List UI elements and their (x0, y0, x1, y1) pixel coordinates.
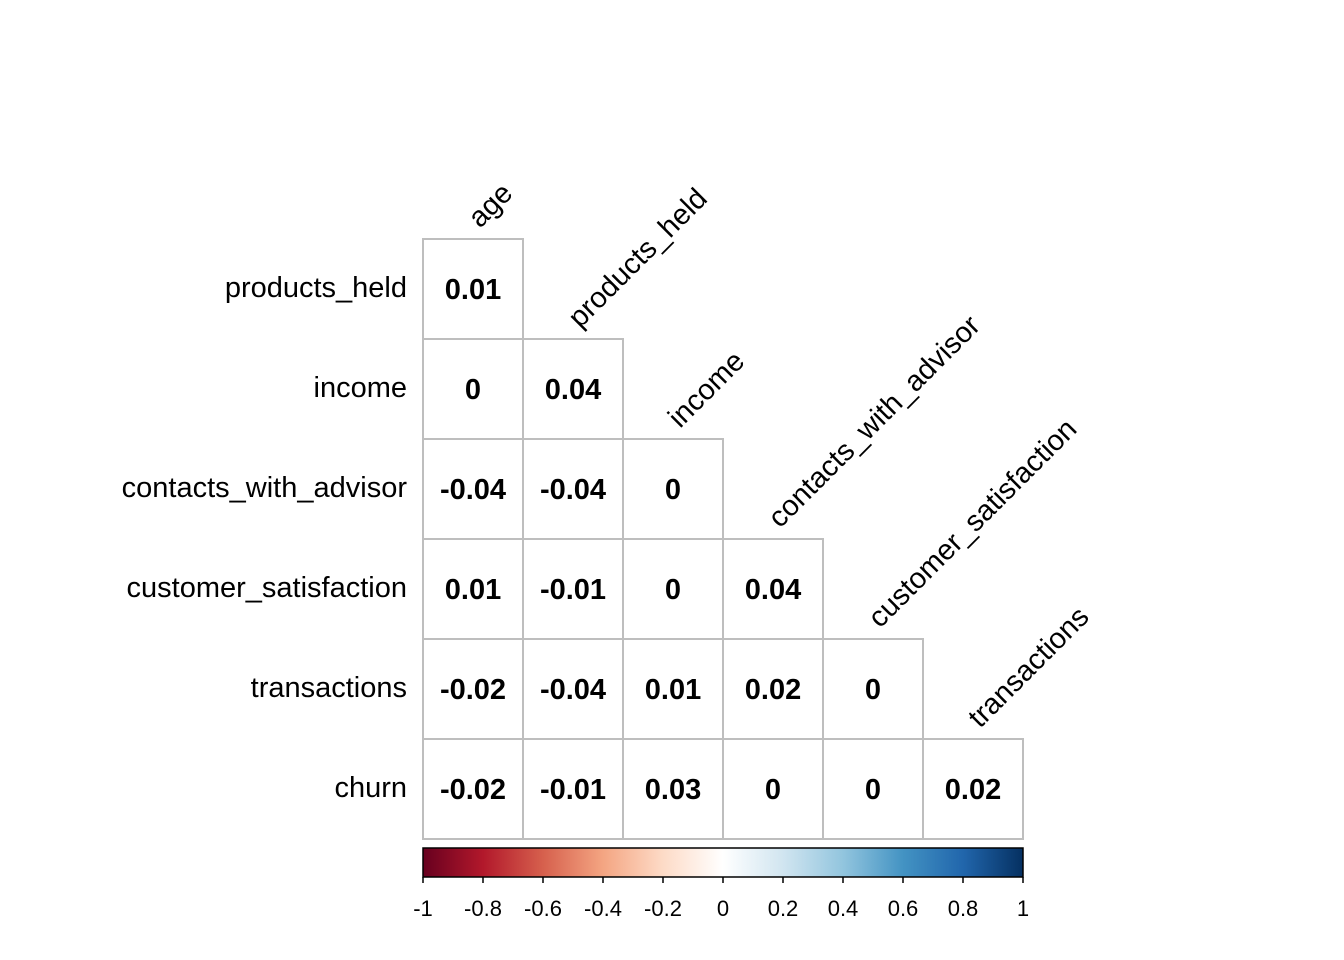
column-label-age: age (462, 177, 519, 234)
cell-income-age (422, 338, 524, 440)
cell-value-contacts-with-advisor-income: 0 (665, 474, 681, 506)
colorbar: -1 -0.8 -0.6 -0.4 -0.2 0 0.2 0.4 0.6 0.8 1 (413, 847, 1029, 921)
cell-value-products-held-age: 0.01 (445, 274, 501, 306)
column-label-income: income (662, 345, 751, 434)
row-label-income: income (314, 372, 408, 404)
row-label-churn: churn (334, 772, 407, 804)
colorbar-tick-label: -0.8 (464, 896, 502, 921)
colorbar-tick-label: -0.4 (584, 896, 622, 921)
cell-value-transactions-products-held: -0.04 (540, 674, 606, 706)
cell-churn-income (622, 738, 724, 840)
cell-value-customer-satisfaction-age: 0.01 (445, 574, 501, 606)
row-label-customer-satisfaction: customer_satisfaction (127, 572, 407, 604)
colorbar-tick-label: 0.6 (888, 896, 919, 921)
cell-churn-transactions (922, 738, 1024, 840)
cell-value-income-age: 0 (465, 374, 481, 406)
cell-value-contacts-with-advisor-products-held: -0.04 (540, 474, 606, 506)
cell-value-customer-satisfaction-income: 0 (665, 574, 681, 606)
cell-value-transactions-contacts-with-advisor: 0.02 (745, 674, 801, 706)
column-label-contacts-with-advisor: contacts_with_advisor (762, 309, 987, 534)
colorbar-tick-label: -0.6 (524, 896, 562, 921)
column-label-products-held: products_held (562, 182, 713, 333)
cell-customer-satisfaction-contacts-with-advisor (722, 538, 824, 640)
colorbar-tick-label: 0.8 (948, 896, 979, 921)
row-label-contacts-with-advisor: contacts_with_advisor (122, 472, 408, 504)
colorbar-tick-label: 1 (1017, 896, 1029, 921)
colorbar-tick-label: 0.4 (828, 896, 859, 921)
cell-value-churn-products-held: -0.01 (540, 774, 606, 806)
cell-churn-products-held (522, 738, 624, 840)
cell-customer-satisfaction-products-held (522, 538, 624, 640)
cell-churn-customer-satisfaction (822, 738, 924, 840)
cell-churn-age (422, 738, 524, 840)
cell-value-income-products-held: 0.04 (545, 374, 601, 406)
cell-value-churn-customer-satisfaction: 0 (865, 774, 881, 806)
cell-transactions-contacts-with-advisor (722, 638, 824, 740)
cell-contacts-with-advisor-income (622, 438, 724, 540)
cell-value-churn-income: 0.03 (645, 774, 701, 806)
colorbar-tick-label: -0.2 (644, 896, 682, 921)
cell-products-held-age (422, 238, 524, 340)
cell-value-churn-age: -0.02 (440, 774, 506, 806)
cell-value-transactions-customer-satisfaction: 0 (865, 674, 881, 706)
cell-value-transactions-income: 0.01 (645, 674, 701, 706)
column-label-transactions: transactions (962, 601, 1095, 734)
cell-transactions-products-held (522, 638, 624, 740)
colorbar-tick-label: -1 (413, 896, 433, 921)
cell-value-transactions-age: -0.02 (440, 674, 506, 706)
cell-churn-contacts-with-advisor (722, 738, 824, 840)
colorbar-gradient (422, 847, 1024, 878)
cell-value-churn-contacts-with-advisor: 0 (765, 774, 781, 806)
cell-value-customer-satisfaction-products-held: -0.01 (540, 574, 606, 606)
colorbar-tick-label: 0.2 (768, 896, 799, 921)
row-label-products-held: products_held (225, 272, 407, 304)
column-label-customer-satisfaction: customer_satisfaction (862, 413, 1083, 634)
cell-value-churn-transactions: 0.02 (945, 774, 1001, 806)
cell-value-customer-satisfaction-contacts-with-advisor: 0.04 (745, 574, 801, 606)
colorbar-tick-label: 0 (717, 896, 729, 921)
cell-value-contacts-with-advisor-age: -0.04 (440, 474, 506, 506)
heatmap-cells: 0.01 0 0.04 -0.04 -0.04 0 0.01 -0.01 0 0.04 -0.02 -… (422, 238, 1024, 840)
cell-income-products-held (522, 338, 624, 440)
row-label-transactions: transactions (251, 672, 407, 704)
